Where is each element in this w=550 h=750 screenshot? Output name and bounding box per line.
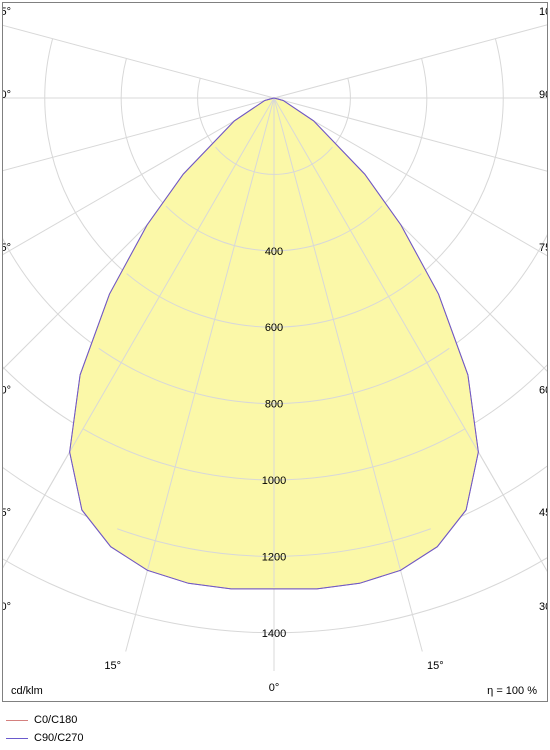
legend-swatch	[6, 720, 28, 721]
svg-text:1400: 1400	[262, 628, 286, 640]
photometric-polar-chart: 400 600 800 1000 1200 1400 0° 15° 15° 30° 30° 45° 45…	[0, 0, 550, 750]
svg-text:0°: 0°	[269, 682, 280, 694]
svg-text:1000: 1000	[262, 475, 286, 487]
svg-text:105°: 105°	[3, 6, 11, 18]
svg-text:45°: 45°	[3, 507, 11, 519]
efficiency-label: η = 100 %	[487, 685, 537, 697]
svg-text:45°: 45°	[539, 507, 547, 519]
legend: C0/C180 C90/C270	[6, 712, 84, 748]
svg-text:15°: 15°	[104, 660, 121, 672]
svg-text:30°: 30°	[3, 601, 11, 613]
svg-text:90°: 90°	[539, 89, 547, 101]
svg-text:60°: 60°	[539, 385, 547, 397]
svg-text:600: 600	[265, 322, 283, 334]
legend-label: C0/C180	[34, 712, 77, 728]
svg-text:15°: 15°	[427, 660, 444, 672]
legend-item: C90/C270	[6, 730, 84, 746]
svg-text:90°: 90°	[3, 89, 11, 101]
chart-box: 400 600 800 1000 1200 1400 0° 15° 15° 30° 30° 45° 45…	[2, 2, 548, 702]
svg-text:800: 800	[265, 399, 283, 411]
legend-item: C0/C180	[6, 712, 84, 728]
unit-label: cd/klm	[11, 685, 43, 697]
svg-text:30°: 30°	[539, 601, 547, 613]
legend-swatch	[6, 738, 28, 739]
svg-text:75°: 75°	[3, 242, 11, 254]
svg-text:75°: 75°	[539, 242, 547, 254]
svg-text:1200: 1200	[262, 551, 286, 563]
legend-label: C90/C270	[34, 730, 84, 746]
svg-text:105°: 105°	[539, 6, 547, 18]
svg-text:60°: 60°	[3, 385, 11, 397]
polar-svg: 400 600 800 1000 1200 1400 0° 15° 15° 30° 30° 45° 45…	[3, 3, 547, 701]
svg-text:400: 400	[265, 246, 283, 258]
